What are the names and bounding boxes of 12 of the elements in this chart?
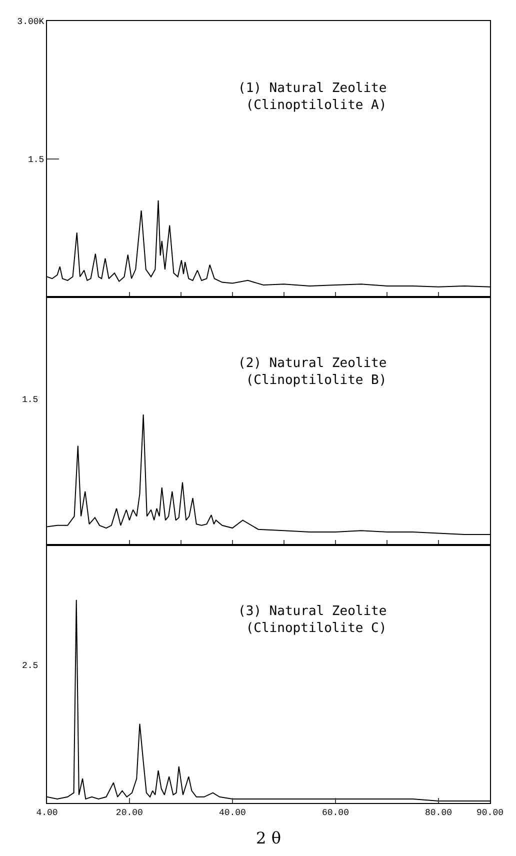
x-tick-label: 80.00 (424, 808, 452, 818)
x-tick-label: 20.00 (116, 808, 143, 818)
x-axis-title: 2 θ (256, 828, 281, 848)
x-tick-label: 90.00 (476, 808, 504, 818)
chart-title: (2) Natural Zeolite (Clinoptilolite B) (238, 356, 387, 388)
x-tick-label: 40.00 (218, 808, 246, 818)
y-tick-label: 3.00K (17, 17, 45, 28)
text: (3) Natural Zeolite (Clinoptilolite C) (238, 604, 387, 636)
text: (1) Natural Zeolite (Clinoptilolite A) (238, 81, 387, 113)
text: 2.5 (22, 661, 38, 671)
x-tick-label: 4.00 (36, 808, 58, 818)
x-tick-label: 60.00 (322, 808, 349, 818)
